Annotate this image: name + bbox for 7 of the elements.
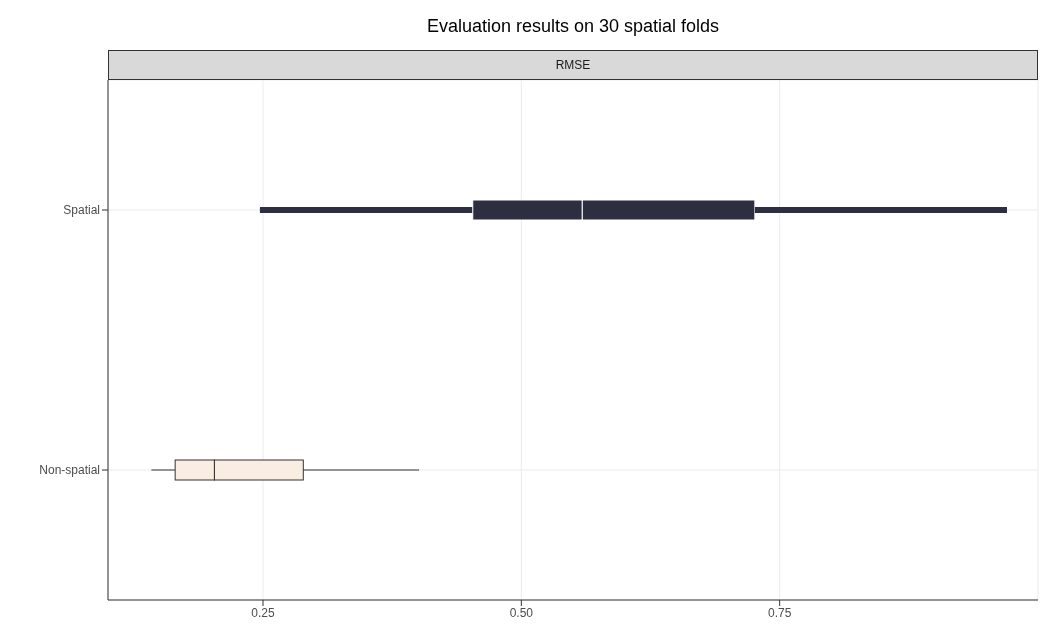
x-tick-label: 0.25 xyxy=(251,605,275,620)
x-tick-label: 0.50 xyxy=(509,605,534,620)
chart-title: Evaluation results on 30 spatial folds xyxy=(425,16,721,37)
y-tick-label: Non-spatial xyxy=(39,463,100,478)
chart-subtitle: RMSE xyxy=(108,50,1038,80)
x-tick-label: 0.75 xyxy=(767,605,792,620)
y-tick-label: Spatial xyxy=(63,203,100,218)
